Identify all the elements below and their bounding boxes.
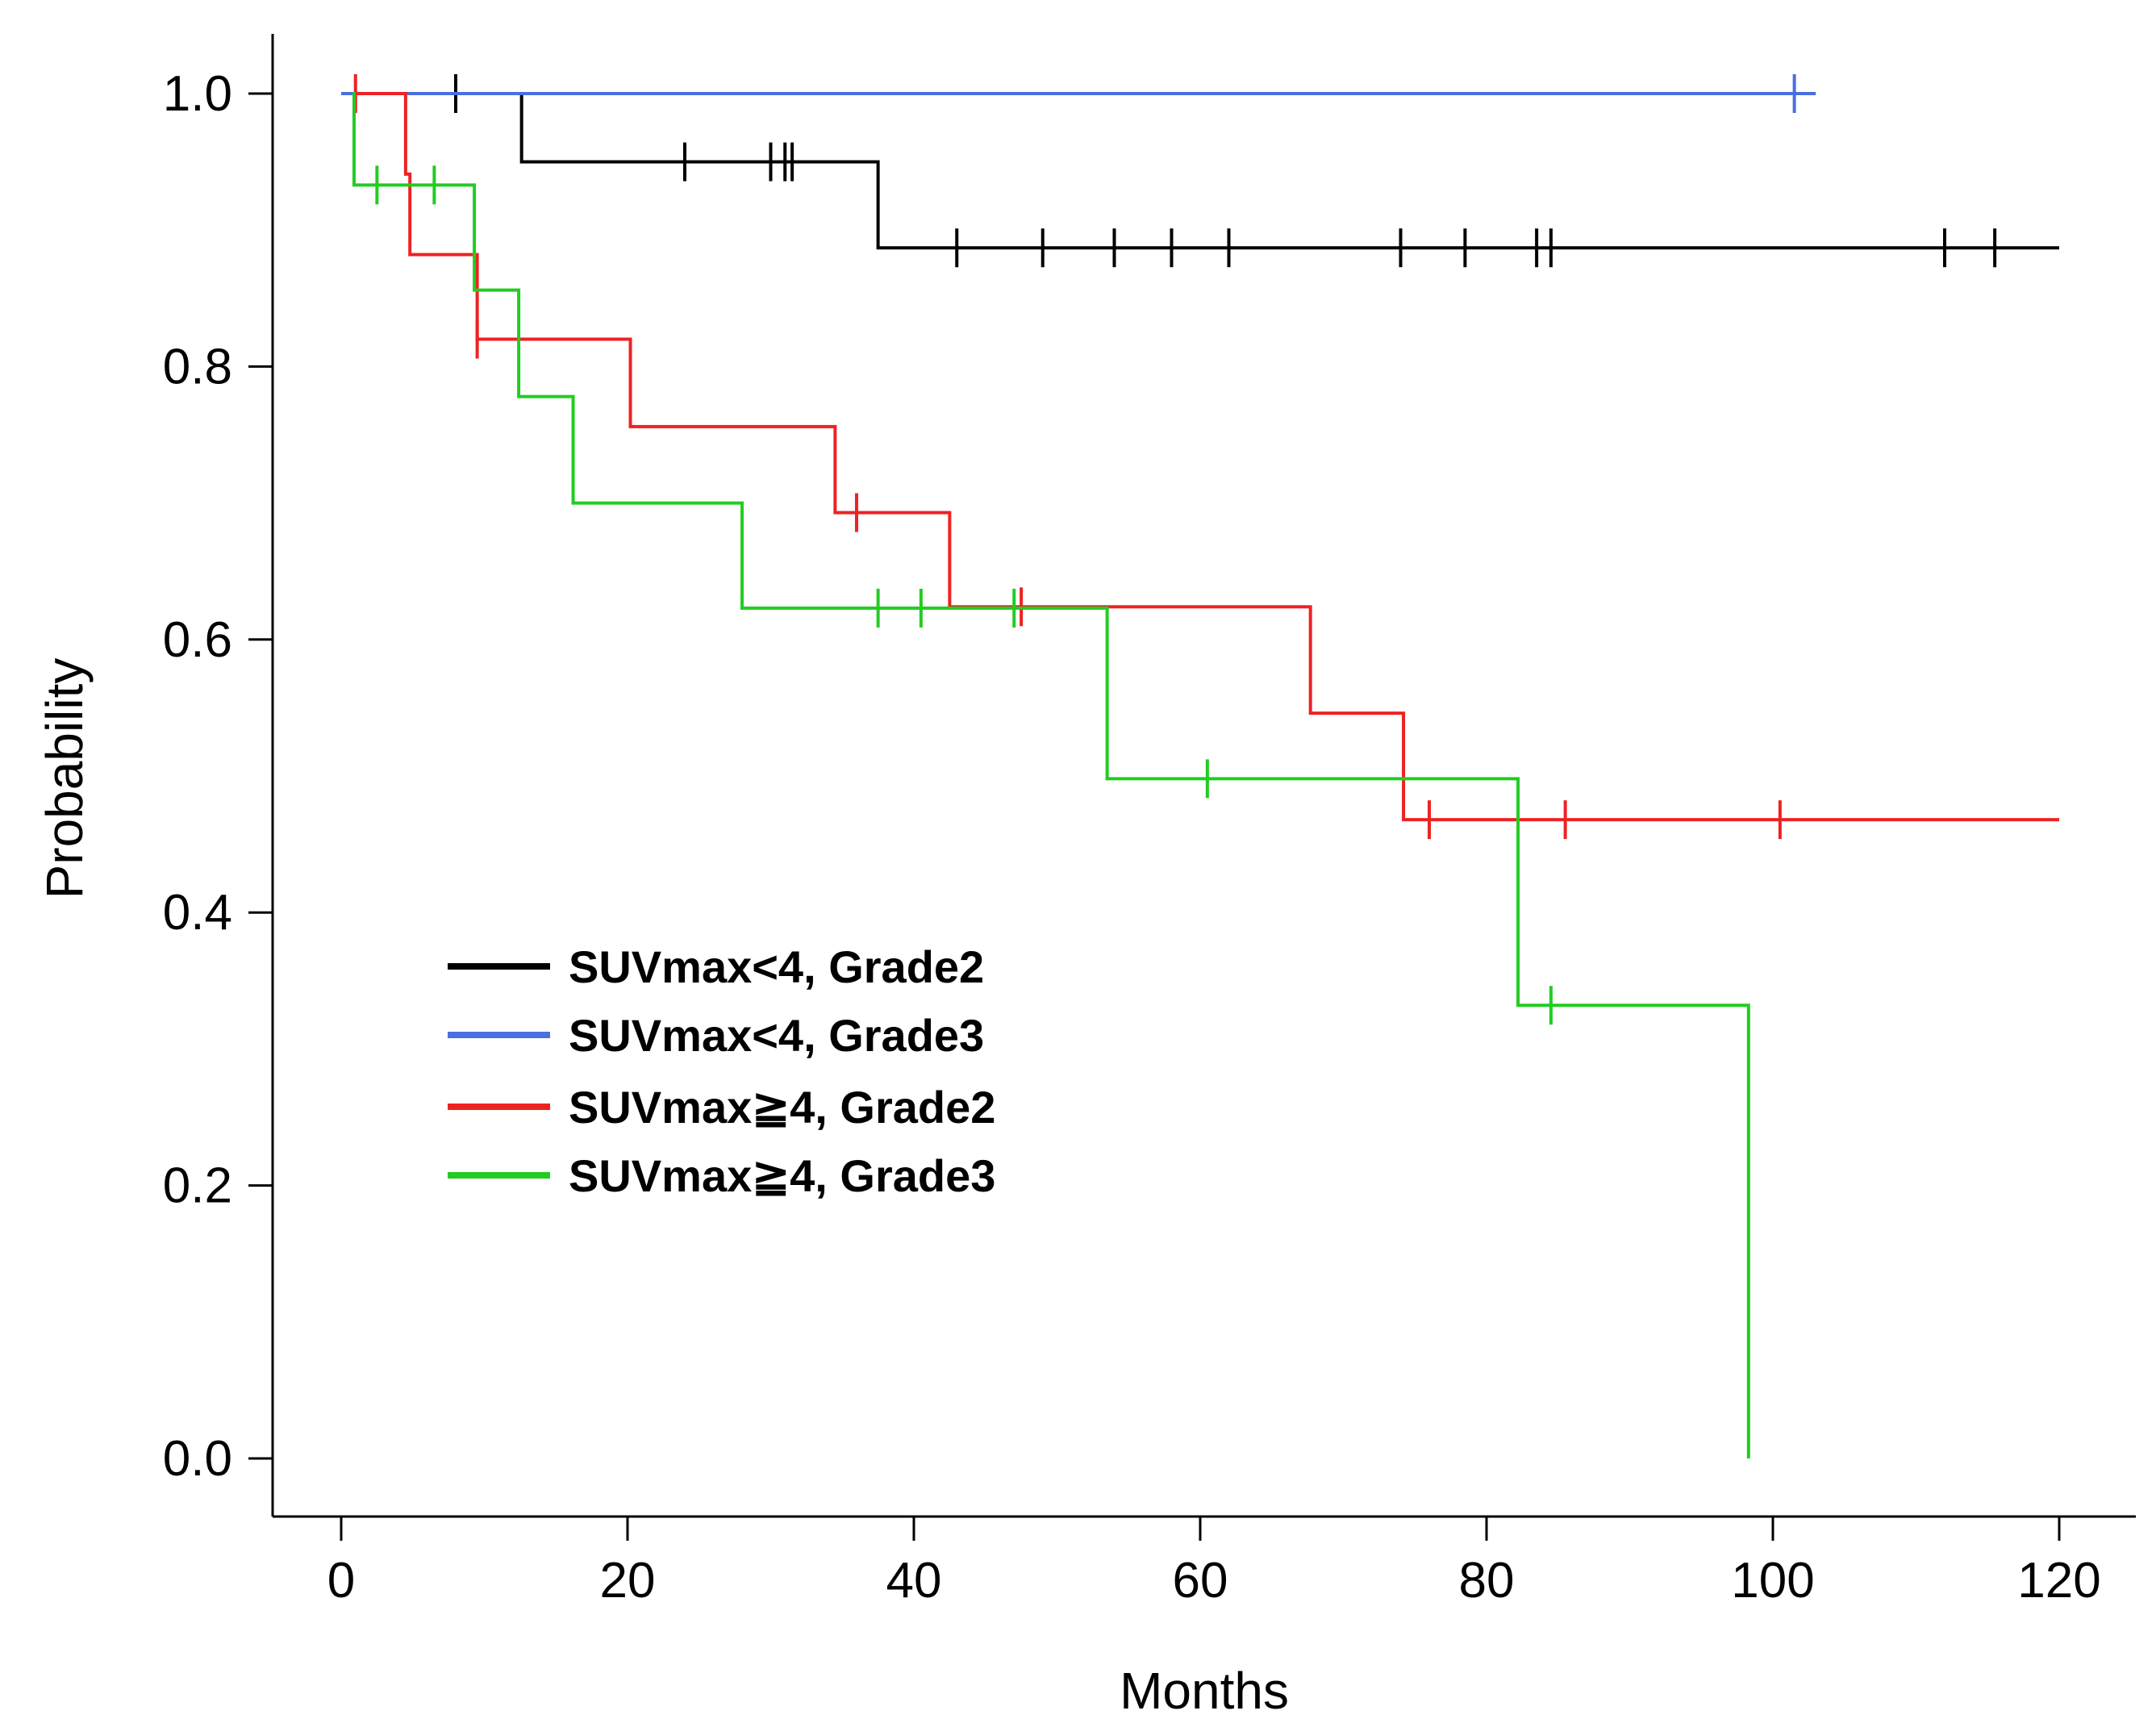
x-axis-ticks: 0 20 40 60 80 100 120 bbox=[327, 1517, 2101, 1608]
series-group bbox=[353, 74, 2059, 840]
y-tick-label: 0.8 bbox=[163, 339, 232, 394]
x-tick-label: 100 bbox=[1731, 1553, 1814, 1608]
series-group bbox=[341, 74, 1816, 113]
series-group bbox=[341, 74, 2059, 268]
y-axis-ticks: 0.0 0.2 0.4 0.6 0.8 1.0 bbox=[163, 66, 273, 1487]
series-line bbox=[341, 92, 2059, 250]
y-tick-label: 1.0 bbox=[163, 66, 232, 122]
x-axis-title: Months bbox=[1120, 1662, 1289, 1719]
y-tick-label: 0.0 bbox=[163, 1431, 232, 1487]
y-tick-label: 0.6 bbox=[163, 612, 232, 668]
y-axis-title: Probability bbox=[35, 658, 94, 899]
series-line bbox=[352, 92, 1750, 1458]
y-tick-label: 0.2 bbox=[163, 1158, 232, 1214]
series-line bbox=[355, 92, 2059, 822]
legend-label: SUVmax≧4, Grade2 bbox=[569, 1082, 995, 1133]
series-group bbox=[352, 92, 1750, 1458]
x-tick-label: 20 bbox=[600, 1553, 656, 1608]
legend: SUVmax<4, Grade2 SUVmax<4, Grade3 SUVmax≧4… bbox=[448, 941, 995, 1201]
x-tick-label: 40 bbox=[886, 1553, 942, 1608]
x-tick-label: 120 bbox=[2017, 1553, 2100, 1608]
survival-curves bbox=[341, 74, 2059, 1458]
x-tick-label: 0 bbox=[327, 1553, 355, 1608]
legend-label: SUVmax≧4, Grade3 bbox=[569, 1150, 995, 1201]
legend-label: SUVmax<4, Grade2 bbox=[569, 941, 984, 992]
y-tick-label: 0.4 bbox=[163, 885, 232, 941]
x-tick-label: 60 bbox=[1173, 1553, 1228, 1608]
x-tick-label: 80 bbox=[1459, 1553, 1515, 1608]
legend-label: SUVmax<4, Grade3 bbox=[569, 1010, 984, 1061]
